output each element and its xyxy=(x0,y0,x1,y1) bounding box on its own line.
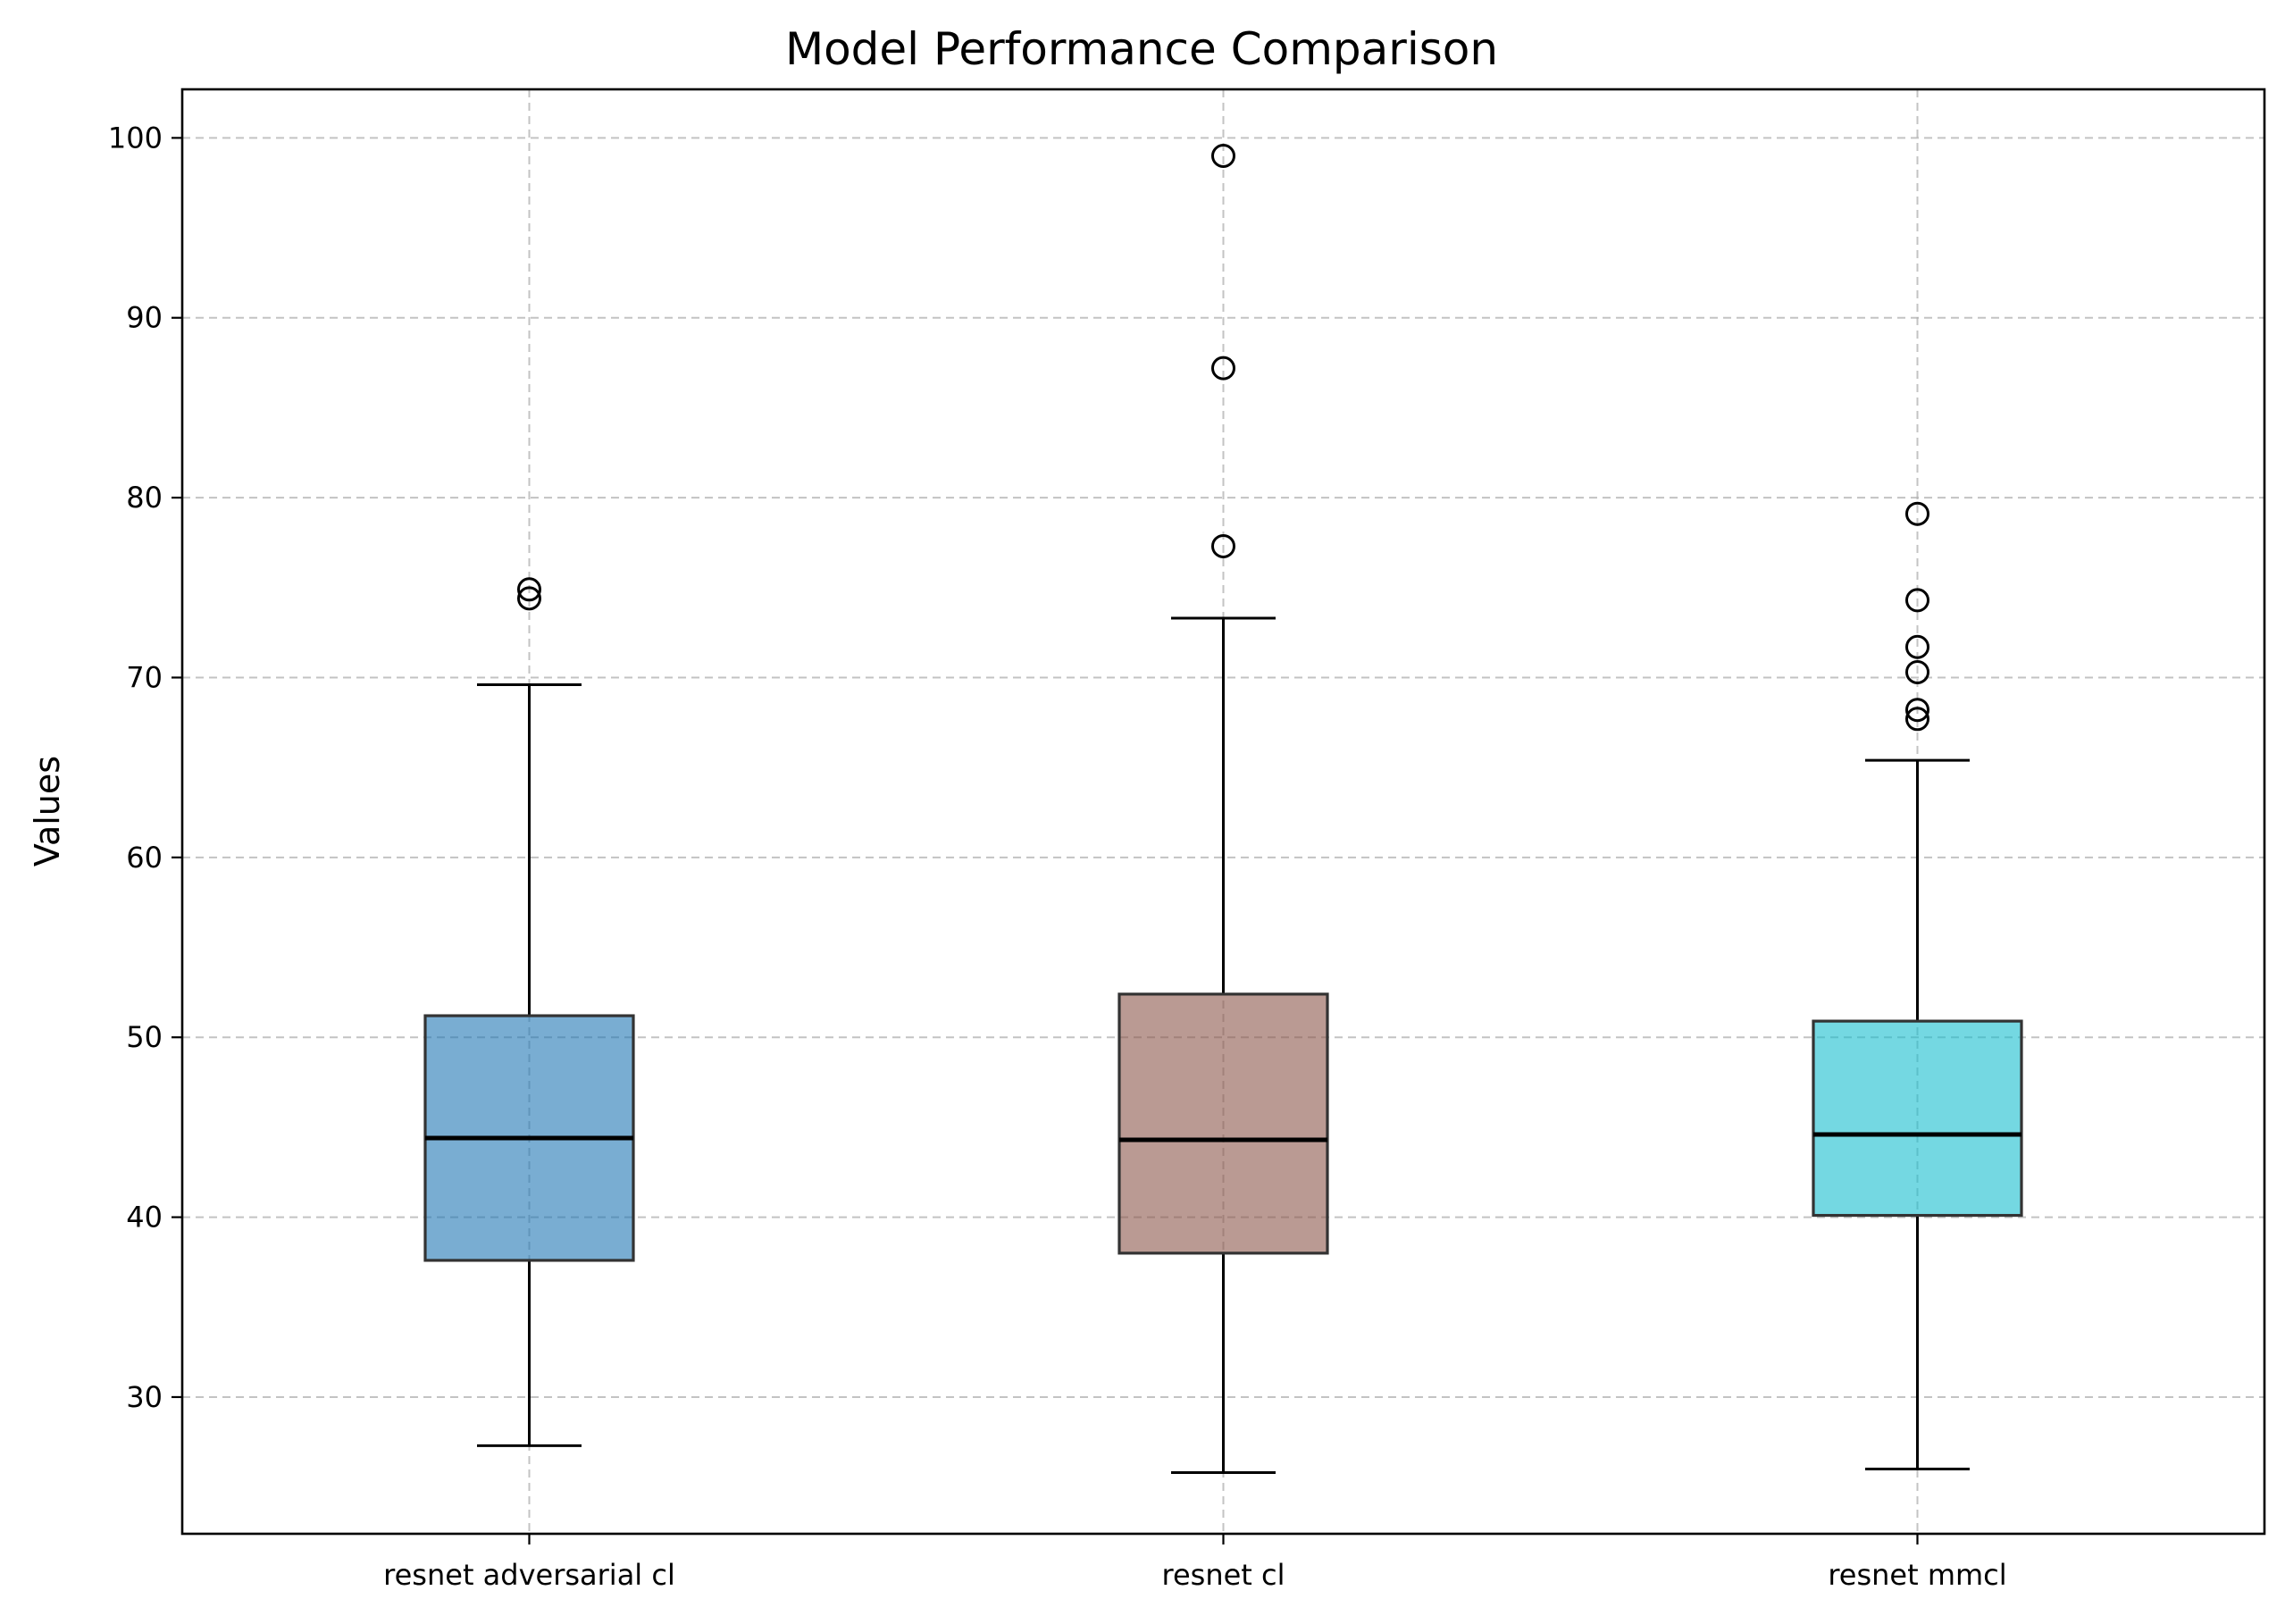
y-tick-label: 90 xyxy=(126,301,163,335)
y-tick-label: 100 xyxy=(108,121,163,155)
outlier-point xyxy=(1211,356,1235,381)
y-tick-label: 70 xyxy=(126,660,163,694)
x-tick-label: resnet mmcl xyxy=(1828,1558,2006,1592)
y-axis-label: Values xyxy=(28,756,67,866)
outlier-point xyxy=(1905,501,1929,526)
outlier-point xyxy=(1905,698,1929,723)
data-layer xyxy=(423,144,2023,1475)
y-tick-label: 50 xyxy=(126,1020,163,1054)
x-tick-label: resnet adversarial cl xyxy=(383,1558,675,1592)
box-iqr xyxy=(1117,992,1329,1255)
box-group-resnet-cl xyxy=(1117,144,1329,1475)
y-tick-label: 30 xyxy=(126,1380,163,1414)
outlier-point xyxy=(517,586,541,611)
x-tick-label: resnet cl xyxy=(1162,1558,1285,1592)
outlier-point xyxy=(1211,533,1235,558)
box-group-resnet-mmcl xyxy=(1812,501,2023,1471)
y-tick-label: 60 xyxy=(126,841,163,875)
y-tick-label: 40 xyxy=(126,1201,163,1235)
box-iqr xyxy=(1812,1019,2023,1218)
chart-title: Model Performance Comparison xyxy=(785,23,1498,75)
outlier-point xyxy=(1905,634,1929,659)
tick-layer: 30 40 50 60 70 80 90 100 resnet adversarial cl re… xyxy=(108,121,2007,1592)
outlier-point xyxy=(1211,144,1235,169)
box-group-resnet-adversarial-cl xyxy=(423,577,635,1447)
outlier-point xyxy=(1905,707,1929,732)
y-tick-label: 80 xyxy=(126,481,163,515)
outlier-point xyxy=(1905,659,1929,684)
outlier-point xyxy=(517,577,541,602)
outlier-point xyxy=(1905,588,1929,613)
